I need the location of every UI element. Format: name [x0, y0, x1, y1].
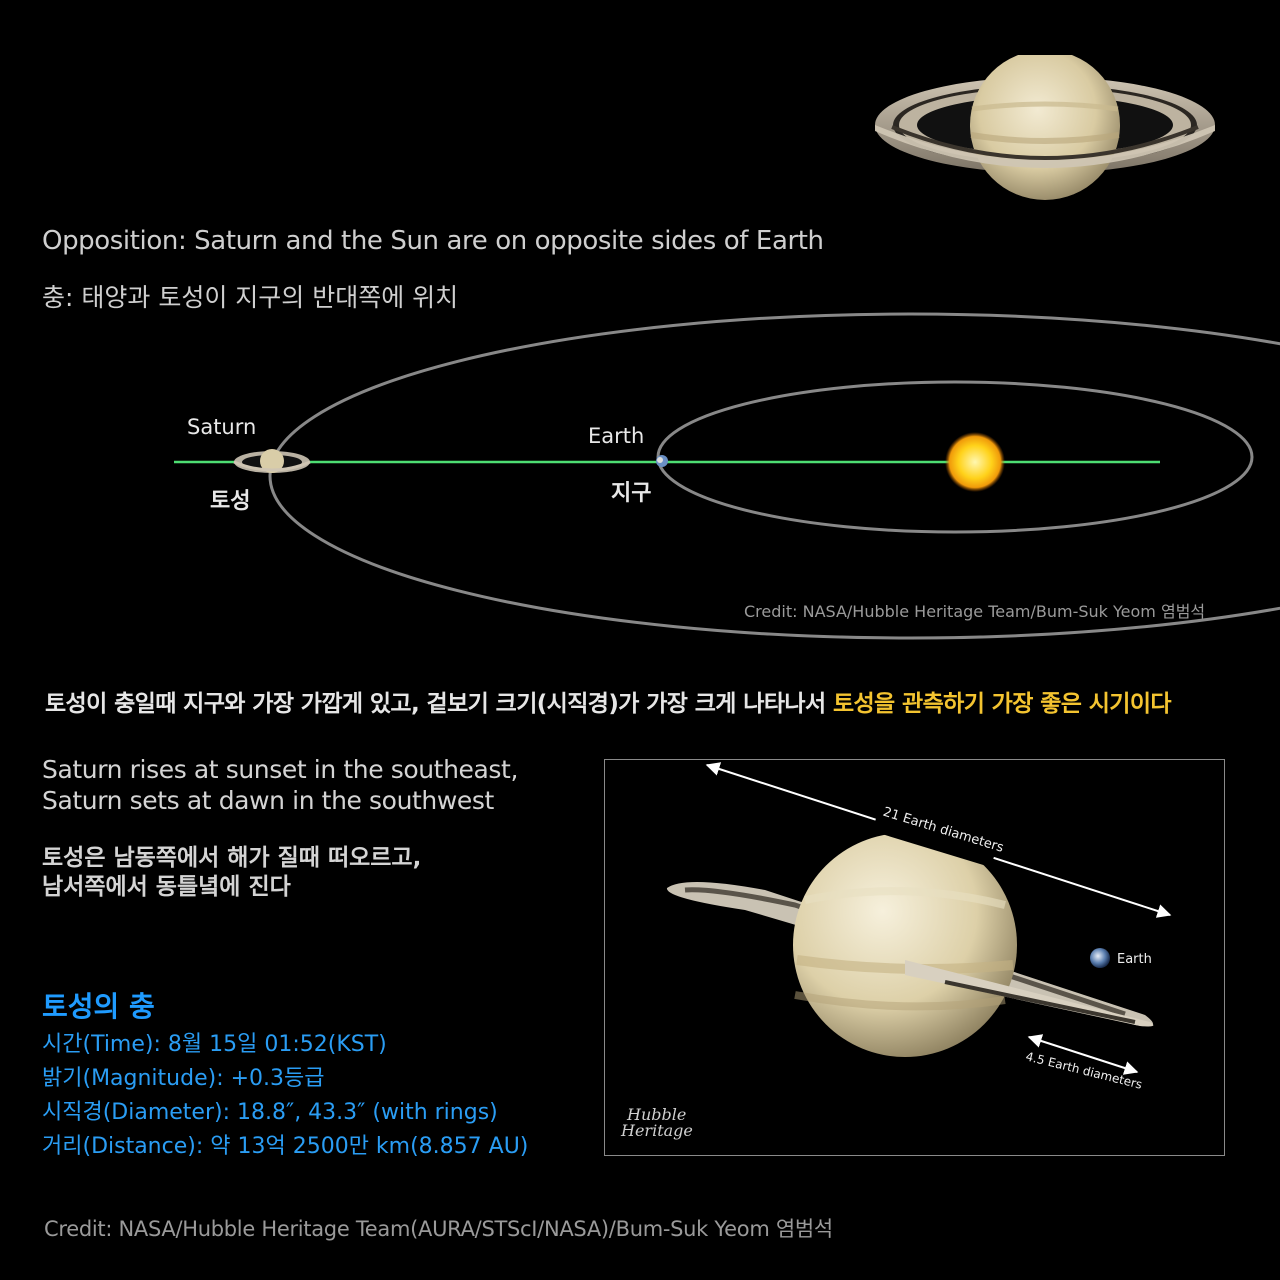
- visibility-en-line1: Saturn rises at sunset in the southeast,: [42, 755, 519, 784]
- earth-label-en: Earth: [588, 424, 644, 448]
- fact-magnitude: 밝기(Magnitude): +0.3등급: [42, 1066, 325, 1091]
- opposition-facts-title: 토성의 충: [42, 990, 155, 1023]
- fact-time: 시간(Time): 8월 15일 01:52(KST): [42, 1032, 387, 1057]
- planet-span-arrow: [1027, 1034, 1139, 1075]
- earth-icon: [656, 455, 668, 467]
- title-english: Opposition: Saturn and the Sun are on op…: [42, 226, 824, 256]
- saturn-small-icon: [233, 449, 311, 473]
- hubble-logo-line2: Heritage: [620, 1121, 693, 1140]
- visibility-en-line2: Saturn sets at dawn in the southwest: [42, 786, 494, 815]
- summary-main: 토성이 충일때 지구와 가장 가깝게 있고, 겉보기 크기(시직경)가 가장 크…: [45, 691, 833, 717]
- visibility-korean: 토성은 남동쪽에서 해가 질때 떠오르고, 남서쪽에서 동틀녘에 진다: [42, 844, 421, 902]
- earth-photo-label: Earth: [1117, 952, 1152, 967]
- hubble-logo-line1: Hubble: [626, 1105, 686, 1124]
- visibility-ko-line2: 남서쪽에서 동틀녘에 진다: [42, 874, 291, 900]
- saturn-orbit: [268, 312, 1280, 640]
- diagram-credit: Credit: NASA/Hubble Heritage Team/Bum-Su…: [744, 602, 1206, 621]
- fact-distance: 거리(Distance): 약 13억 2500만 km(8.857 AU): [42, 1134, 529, 1159]
- saturn-large-image: [666, 833, 1154, 1057]
- footer-credit: Credit: NASA/Hubble Heritage Team(AURA/S…: [44, 1217, 833, 1241]
- summary-text: 토성이 충일때 지구와 가장 가깝게 있고, 겉보기 크기(시직경)가 가장 크…: [45, 684, 1172, 718]
- opposition-diagram: Saturn 토성 Earth 지구: [174, 312, 1280, 640]
- opposition-facts: 시간(Time): 8월 15일 01:52(KST) 밝기(Magnitude…: [42, 1028, 528, 1164]
- sun-icon: [945, 432, 1005, 492]
- summary-highlight: 토성을 관측하기 가장 좋은 시기이다: [832, 691, 1172, 717]
- saturn-label-en: Saturn: [187, 415, 256, 439]
- saturn-label-ko: 토성: [210, 489, 250, 514]
- visibility-ko-line1: 토성은 남동쪽에서 해가 질때 떠오르고,: [42, 845, 422, 871]
- earth-small-image: [1090, 948, 1110, 968]
- earth-label-ko: 지구: [611, 481, 651, 506]
- saturn-earth-size-photo: 21 Earth diameters Earth 4.5 Earth diame…: [604, 759, 1225, 1156]
- visibility-english: Saturn rises at sunset in the southeast,…: [42, 754, 518, 816]
- fact-diameter: 시직경(Diameter): 18.8″, 43.3″ (with rings): [42, 1100, 498, 1125]
- saturn-top-image: [875, 55, 1215, 200]
- title-korean: 충: 태양과 토성이 지구의 반대쪽에 위치: [42, 283, 459, 312]
